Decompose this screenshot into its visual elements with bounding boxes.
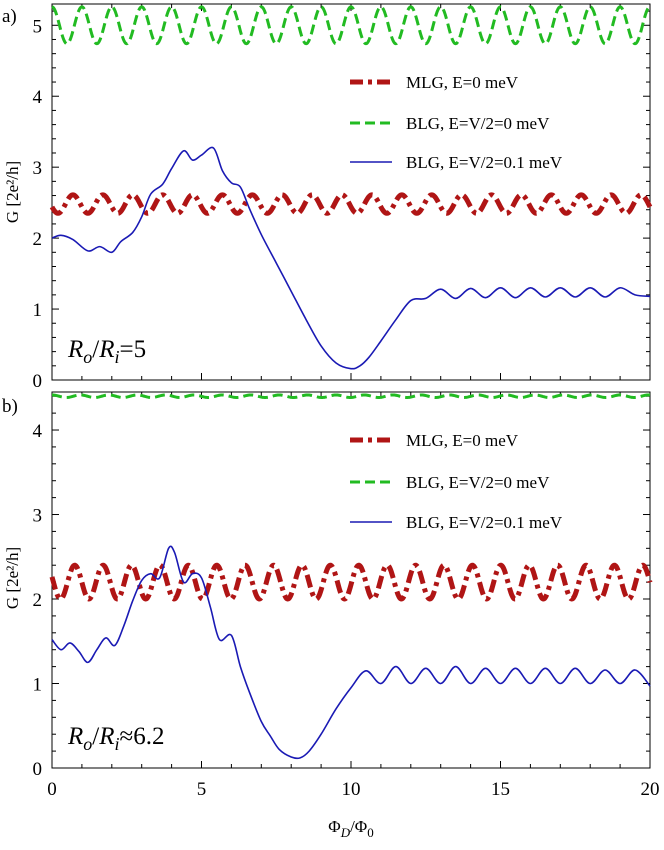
y-tick-label: 2 xyxy=(33,590,43,611)
legend-b: MLG, E=0 meV BLG, E=V/2=0 meV BLG, E=V/2… xyxy=(350,431,563,532)
x-tick-label: 0 xyxy=(47,779,57,800)
legend-label-blg1-b: BLG, E=V/2=0.1 meV xyxy=(406,513,563,532)
legend-label-blg0-b: BLG, E=V/2=0 meV xyxy=(406,473,550,492)
series-line-2 xyxy=(51,146,651,370)
panel-a: 0 1 2 3 4 5 a) G [2e²/h] MLG, E=0 meV BLG, E=… xyxy=(2,3,653,392)
y-tick-label: 1 xyxy=(33,300,43,321)
plot-frame-a xyxy=(51,3,651,381)
x-tick-label: 20 xyxy=(641,779,660,800)
legend-a: MLG, E=0 meV BLG, E=V/2=0 meV BLG, E=V/2… xyxy=(350,73,563,172)
y-tick-label: 3 xyxy=(33,506,43,527)
series-line-0 xyxy=(49,562,653,602)
legend-label-mlg-b: MLG, E=0 meV xyxy=(406,431,519,450)
y-tick-label: 3 xyxy=(33,158,43,179)
legend-label-blg0-a: BLG, E=V/2=0 meV xyxy=(406,114,550,133)
x-tick-label: 15 xyxy=(491,779,510,800)
series-line-2 xyxy=(51,545,651,760)
y-tick-label: 0 xyxy=(33,759,43,780)
y-axis-label-b: G [2e²/h] xyxy=(3,547,22,609)
panel-label-b: b) xyxy=(2,396,18,417)
ticks-a: 0 1 2 3 4 5 xyxy=(33,4,651,392)
y-tick-label: 0 xyxy=(33,371,43,392)
panel-label-a: a) xyxy=(2,6,17,27)
y-tick-label: 5 xyxy=(33,16,43,37)
legend-label-blg1-a: BLG, E=V/2=0.1 meV xyxy=(406,153,563,172)
y-axis-label-a: G [2e²/h] xyxy=(3,161,22,223)
series-line-1 xyxy=(51,5,651,46)
series-line-0 xyxy=(49,192,653,216)
x-tick-label: 10 xyxy=(342,779,361,800)
y-tick-label: 4 xyxy=(33,421,43,442)
x-tick-label: 5 xyxy=(197,779,207,800)
x-axis-label: ΦD/Φ0 xyxy=(328,817,373,840)
ratio-annotation-a: Ro/Ri=5 xyxy=(67,336,146,367)
y-tick-label: 1 xyxy=(33,675,43,696)
ratio-annotation-b: Ro/Ri≈6.2 xyxy=(67,723,165,754)
panel-b: 0 5 10 15 20 0 1 2 3 4 b) G [2e²/h] MLG, E=0 meV … xyxy=(2,391,660,800)
series-line-1 xyxy=(51,393,651,399)
y-tick-label: 4 xyxy=(33,87,43,108)
y-tick-label: 2 xyxy=(33,229,43,250)
legend-label-mlg-a: MLG, E=0 meV xyxy=(406,73,519,92)
series-layer-b xyxy=(49,393,653,760)
series-layer-a xyxy=(49,5,653,370)
